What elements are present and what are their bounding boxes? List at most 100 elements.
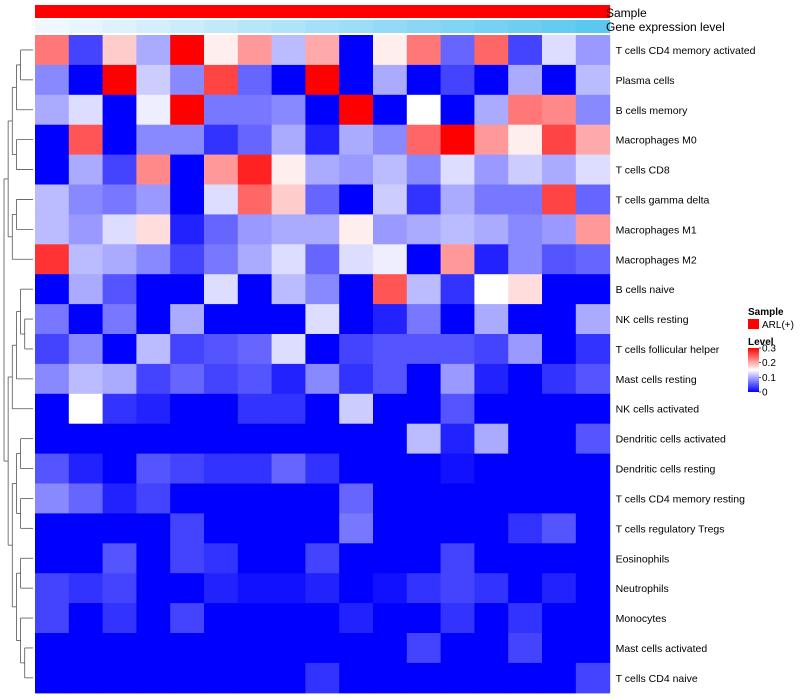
heatmap-cell xyxy=(575,244,611,275)
sample-annotation-cell xyxy=(339,5,374,18)
heatmap-cell xyxy=(474,94,509,126)
heatmap-cell xyxy=(474,573,509,604)
heatmap-cell xyxy=(508,573,543,604)
heatmap-cell xyxy=(542,662,577,694)
heatmap-cell xyxy=(373,662,408,694)
heatmap-cell xyxy=(474,662,509,694)
heatmap-cell xyxy=(204,244,239,275)
heatmap-cell xyxy=(102,214,137,245)
heatmap-cell xyxy=(136,244,171,275)
heatmap-cell xyxy=(575,94,611,126)
heatmap-cell xyxy=(508,244,543,275)
heatmap-cell xyxy=(102,633,137,664)
heatmap-cell xyxy=(136,453,171,485)
heatmap-cell xyxy=(204,573,239,604)
heatmap-cell xyxy=(474,483,509,514)
heatmap-cell xyxy=(508,304,543,335)
heatmap-cell xyxy=(204,94,239,126)
heatmap-cell xyxy=(508,35,543,66)
heatmap-cell xyxy=(440,513,475,544)
gene-expression-annotation-cell xyxy=(237,20,273,33)
heatmap-cell xyxy=(373,543,408,574)
heatmap-cell xyxy=(68,334,104,365)
heatmap-cell xyxy=(508,214,543,245)
heatmap-cell xyxy=(237,662,273,694)
heatmap-cell xyxy=(68,423,104,455)
heatmap-cell xyxy=(373,633,408,664)
heatmap-cell xyxy=(204,483,239,514)
heatmap-cell xyxy=(271,423,306,455)
heatmap-cell xyxy=(474,513,509,544)
heatmap-cell xyxy=(305,124,340,156)
heatmap-cell xyxy=(542,363,577,395)
heatmap-cell xyxy=(339,633,374,664)
heatmap-cell xyxy=(440,304,475,335)
row-label: NK cells activated xyxy=(616,404,700,416)
heatmap-cell xyxy=(339,483,374,514)
legend-level-tick-label: 0.2 xyxy=(762,358,776,369)
heatmap-cell xyxy=(170,363,205,395)
sample-annotation-cell xyxy=(406,5,442,18)
row-label: Plasma cells xyxy=(616,75,675,87)
heatmap-cell xyxy=(508,363,543,395)
heatmap-cell xyxy=(237,423,273,455)
heatmap-cell xyxy=(373,35,408,66)
heatmap-cell xyxy=(136,603,171,634)
heatmap-cell xyxy=(102,662,137,694)
heatmap-cell xyxy=(508,124,543,156)
heatmap-cell xyxy=(440,124,475,156)
heatmap-cell xyxy=(271,184,306,215)
heatmap-cell xyxy=(305,334,340,365)
heatmap-cell xyxy=(440,363,475,395)
heatmap-cell xyxy=(271,154,306,186)
heatmap-cell xyxy=(237,94,273,126)
gene-expression-annotation-cell xyxy=(575,20,611,33)
heatmap-cell xyxy=(204,154,239,186)
legend-level-colorbar xyxy=(748,348,759,392)
heatmap-cell xyxy=(68,573,104,604)
heatmap-cell xyxy=(542,633,577,664)
heatmap-cell xyxy=(406,274,442,305)
heatmap-cell xyxy=(474,393,509,425)
gene-expression-annotation-cell xyxy=(339,20,374,33)
heatmap-cell xyxy=(136,35,171,66)
heatmap-cell xyxy=(204,453,239,485)
heatmap-cell xyxy=(68,543,104,574)
heatmap-cell xyxy=(136,393,171,425)
heatmap-cell xyxy=(68,214,104,245)
heatmap-cell xyxy=(271,573,306,604)
row-label: Mast cells activated xyxy=(616,643,708,655)
heatmap-cell xyxy=(102,334,137,365)
heatmap-cell xyxy=(339,214,374,245)
heatmap-cell xyxy=(339,393,374,425)
heatmap-cell xyxy=(575,274,611,305)
heatmap-cell xyxy=(440,543,475,574)
heatmap-cell xyxy=(237,274,273,305)
gene-expression-annotation-cell xyxy=(508,20,543,33)
heatmap-cell xyxy=(339,94,374,126)
heatmap-cell xyxy=(575,64,611,96)
heatmap-cell xyxy=(305,244,340,275)
heatmap-cell xyxy=(305,94,340,126)
heatmap-cell xyxy=(474,334,509,365)
row-label: T cells CD4 memory activated xyxy=(616,45,756,57)
sample-annotation-cell xyxy=(204,5,239,18)
heatmap-cell xyxy=(237,513,273,544)
heatmap-cell xyxy=(102,274,137,305)
heatmap-cell xyxy=(35,244,70,275)
heatmap-cell xyxy=(575,184,611,215)
heatmap-cell xyxy=(35,423,70,455)
heatmap-cell xyxy=(136,64,171,96)
heatmap-cell xyxy=(406,543,442,574)
heatmap-cell xyxy=(406,483,442,514)
heatmap-cell xyxy=(204,603,239,634)
heatmap-cell xyxy=(305,423,340,455)
heatmap-cell xyxy=(440,35,475,66)
heatmap-cell xyxy=(542,513,577,544)
heatmap-cell xyxy=(508,633,543,664)
heatmap-cell xyxy=(339,603,374,634)
heatmap-cell xyxy=(102,244,137,275)
sample-annotation-cell xyxy=(237,5,273,18)
heatmap-cell xyxy=(170,184,205,215)
